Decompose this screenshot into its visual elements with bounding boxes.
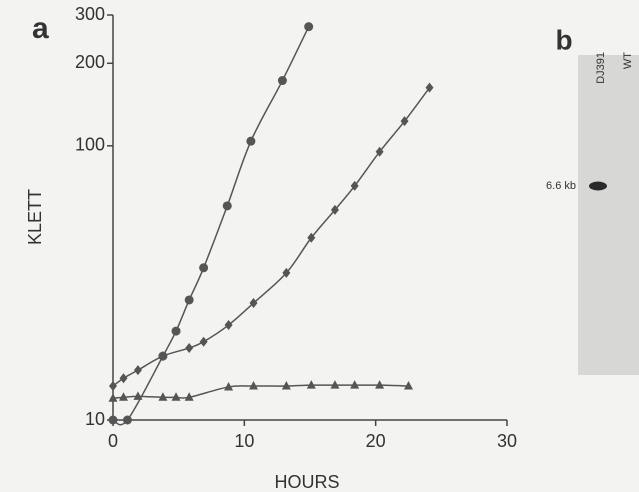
- x-tick-label: 0: [108, 431, 118, 451]
- y-tick-label: 300: [75, 4, 105, 24]
- series-line: [113, 27, 309, 425]
- data-point: [225, 320, 233, 330]
- data-point: [109, 416, 118, 425]
- band: [589, 182, 607, 191]
- data-point: [172, 392, 181, 401]
- data-point: [120, 373, 128, 383]
- data-point: [123, 416, 132, 425]
- figure: a KLETT HOURS b DJ391 WT 6.6 kb 10100200…: [0, 0, 639, 492]
- data-point: [133, 391, 142, 400]
- y-tick-label: 200: [75, 52, 105, 72]
- data-point: [246, 137, 255, 146]
- data-point: [304, 22, 313, 31]
- panel-label: a: [32, 12, 49, 45]
- x-tick-label: 10: [234, 431, 254, 451]
- data-point: [185, 295, 194, 304]
- y-tick-label: 100: [75, 135, 105, 155]
- series-line: [113, 88, 430, 386]
- panel-label: b: [555, 24, 572, 55]
- data-point: [199, 263, 208, 272]
- y-axis-label: KLETT: [25, 189, 45, 245]
- data-point: [200, 337, 208, 347]
- panel-b: b DJ391 WT 6.6 kb: [546, 24, 639, 375]
- data-point: [109, 381, 117, 391]
- y-tick-label: 10: [85, 409, 105, 429]
- data-point: [278, 76, 287, 85]
- blot: [578, 55, 639, 375]
- data-point: [134, 365, 142, 375]
- lane-label: DJ391: [595, 52, 607, 84]
- data-point: [223, 201, 232, 210]
- x-tick-label: 20: [366, 431, 386, 451]
- data-point: [185, 343, 193, 353]
- series-line: [113, 385, 409, 398]
- lane-label: WT: [622, 52, 634, 69]
- data-point: [172, 327, 181, 336]
- x-axis-label: HOURS: [274, 472, 339, 492]
- band-label: 6.6 kb: [546, 180, 576, 192]
- x-tick-label: 30: [497, 431, 517, 451]
